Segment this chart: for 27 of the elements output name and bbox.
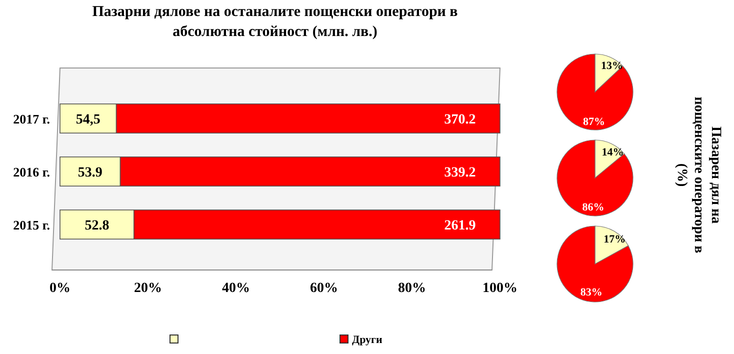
- pie-slice: [556, 54, 634, 130]
- x-tick-label: 20%: [134, 281, 162, 296]
- x-tick-label: 60%: [310, 281, 338, 296]
- annotation: 53.9: [78, 166, 102, 180]
- y-tick-label: 2016 г.: [13, 164, 50, 180]
- x-tick-label: 100%: [482, 281, 518, 296]
- data-label: 83%: [580, 286, 602, 299]
- y-tick-label: 2015 г.: [13, 218, 50, 233]
- x-tick-label: 80%: [398, 281, 426, 296]
- annotation: 54,5: [76, 112, 100, 128]
- annotation: 370.2: [444, 112, 476, 128]
- data-label: 14%: [602, 146, 624, 158]
- pie-slice: [556, 226, 634, 302]
- annotation: 52.8: [84, 218, 110, 234]
- text: Пазарен дял на пощенските оператори в (%): [674, 96, 723, 254]
- x-tick-label: 40%: [222, 281, 250, 296]
- y-tick-label: 2017 г.: [13, 111, 50, 126]
- legend-label: Други: [352, 334, 384, 346]
- pie-slice: [556, 140, 634, 216]
- data-label: 13%: [601, 60, 624, 72]
- chart-title: Пазарни дялове на останалите пощенски оператори в абсолютна стойност (млн. лв.): [92, 4, 458, 40]
- data-label: 87%: [582, 116, 605, 128]
- annotation: 339.2: [444, 166, 476, 180]
- x-tick-label: 0%: [50, 281, 70, 296]
- data-label: 86%: [582, 202, 604, 214]
- annotation: 261.9: [444, 218, 476, 234]
- data-label: 17%: [604, 233, 626, 246]
